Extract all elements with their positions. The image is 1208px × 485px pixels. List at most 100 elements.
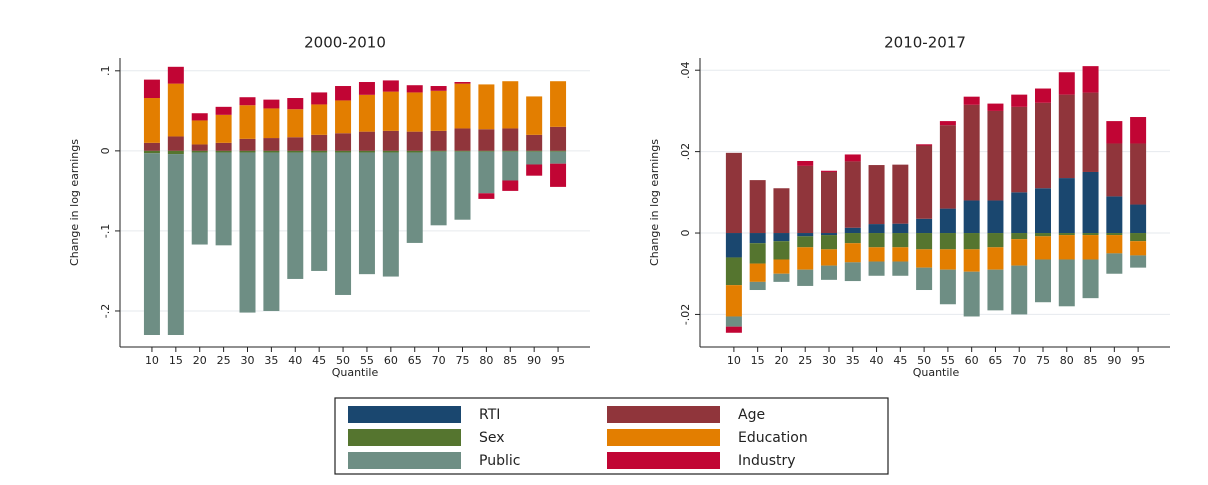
bar-segment [1058, 259, 1075, 307]
bar-segment [287, 109, 304, 138]
bar-segment [1130, 143, 1147, 205]
bar-segment [868, 233, 885, 248]
x-tick-label: 25 [798, 354, 812, 367]
bar-segment [239, 138, 256, 151]
bar-segment [382, 80, 399, 92]
x-tick-label: 20 [774, 354, 788, 367]
bar-segment [358, 150, 375, 153]
bar-segment [550, 126, 567, 151]
bar-segment [526, 96, 543, 135]
bar-segment [454, 150, 471, 152]
bar-segment [335, 152, 352, 295]
x-tick-label: 40 [870, 354, 884, 367]
x-tick-label: 50 [917, 354, 931, 367]
bar-segment [987, 247, 1004, 270]
x-tick-label: 70 [1012, 354, 1026, 367]
bar-segment [916, 218, 933, 234]
bar-segment [725, 285, 742, 317]
y-axis-label: Change in log earnings [68, 139, 81, 266]
x-tick-label: 95 [551, 354, 565, 367]
x-axis-label: Quantile [913, 366, 960, 379]
bar-segment [1011, 265, 1028, 315]
bar-segment [987, 103, 1004, 111]
bar-segment [454, 82, 471, 84]
bar-segment [526, 150, 543, 152]
bar-segment [167, 154, 184, 335]
bar-segment [725, 326, 742, 333]
x-tick-label: 45 [893, 354, 907, 367]
bar-segment [773, 259, 790, 274]
bar-segment [916, 144, 933, 146]
bar-segment [916, 267, 933, 291]
bar-segment [725, 152, 742, 234]
legend-swatch [607, 452, 720, 469]
bar-segment [844, 161, 861, 228]
x-tick-label: 80 [479, 354, 493, 367]
bar-segment [335, 150, 352, 153]
bar-segment [844, 154, 861, 162]
x-tick-label: 80 [1060, 354, 1074, 367]
bar-segment [939, 233, 956, 250]
bar-segment [382, 152, 399, 277]
bar-segment [191, 120, 208, 145]
bar-segment [502, 81, 519, 129]
bar-segment [191, 150, 208, 153]
bar-segment [358, 94, 375, 132]
bar-segment [406, 92, 423, 132]
bar-segment [821, 235, 837, 250]
legend-label: RTI [479, 407, 500, 423]
x-tick-label: 10 [727, 354, 741, 367]
y-tick-label: .04 [679, 61, 692, 79]
bar-segment [430, 130, 447, 151]
bar-segment [725, 233, 742, 258]
bar-segment [1082, 235, 1099, 260]
bar-segment [844, 243, 861, 263]
bar-segment [335, 86, 352, 101]
bar-segment [502, 150, 519, 152]
bar-segment [1082, 92, 1099, 172]
bar-segment [263, 150, 280, 153]
bar-segment [430, 86, 447, 91]
bar-segment [406, 131, 423, 151]
bar-segment [1106, 196, 1123, 234]
bar-segment [454, 83, 471, 129]
bar-segment [382, 150, 399, 153]
bar-segment [1011, 239, 1028, 266]
bar-segment [454, 151, 471, 220]
x-tick-label: 50 [336, 354, 350, 367]
bar-segment [844, 227, 861, 234]
bar-segment [1058, 233, 1075, 236]
bar-segment [773, 273, 790, 282]
bar-segment [143, 153, 160, 335]
bar-segment [287, 152, 304, 279]
bar-segment [1011, 106, 1028, 193]
bar-segment [1106, 233, 1123, 236]
bar-segment [1058, 72, 1075, 95]
bar-segment [287, 98, 304, 110]
bar-segment [550, 81, 567, 127]
bar-segment [550, 150, 567, 152]
bar-segment [239, 150, 256, 153]
bar-segment [963, 233, 980, 250]
x-tick-label: 15 [751, 354, 765, 367]
bar-segment [892, 164, 909, 224]
bar-segment [143, 150, 160, 154]
bar-segment [821, 171, 837, 234]
bar-segment [987, 269, 1004, 311]
bar-segment [382, 130, 399, 151]
bar-segment [1082, 66, 1099, 93]
bar-segment [892, 233, 909, 248]
bar-segment [868, 165, 885, 225]
bar-segment [502, 128, 519, 151]
x-tick-label: 10 [145, 354, 159, 367]
x-tick-label: 20 [193, 354, 207, 367]
bar-segment [502, 180, 519, 191]
bar-segment [868, 224, 885, 234]
bar-segment [358, 82, 375, 95]
x-tick-label: 65 [988, 354, 1002, 367]
x-axis-label: Quantile [332, 366, 379, 379]
bar-segment [797, 233, 814, 237]
bar-segment [797, 165, 814, 234]
bar-segment [1035, 188, 1051, 234]
bar-segment [406, 150, 423, 153]
